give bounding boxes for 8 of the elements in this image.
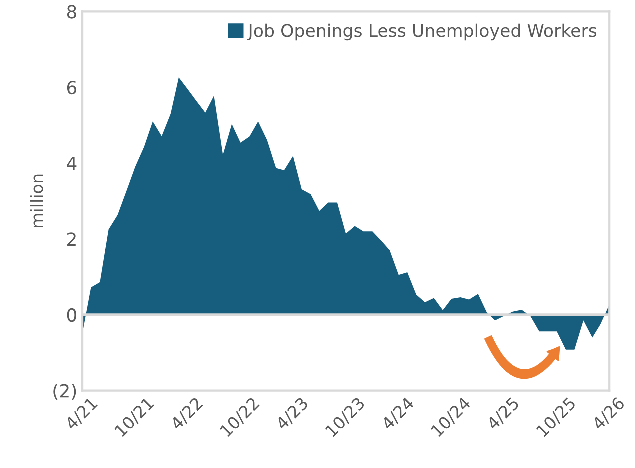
y-tick-label: (2) — [54, 384, 76, 400]
legend-label: Job Openings Less Unemployed Workers — [247, 24, 597, 41]
y-tick-label: 2 — [68, 232, 76, 246]
y-axis-title: million — [30, 174, 44, 228]
y-tick-label: 0 — [67, 308, 76, 322]
y-tick-label: 4 — [67, 157, 77, 170]
y-tick-label: 6 — [67, 80, 77, 95]
y-tick-label: 8 — [67, 5, 76, 19]
